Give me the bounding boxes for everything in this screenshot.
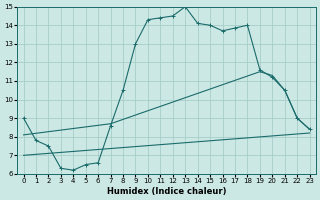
X-axis label: Humidex (Indice chaleur): Humidex (Indice chaleur) <box>107 187 226 196</box>
